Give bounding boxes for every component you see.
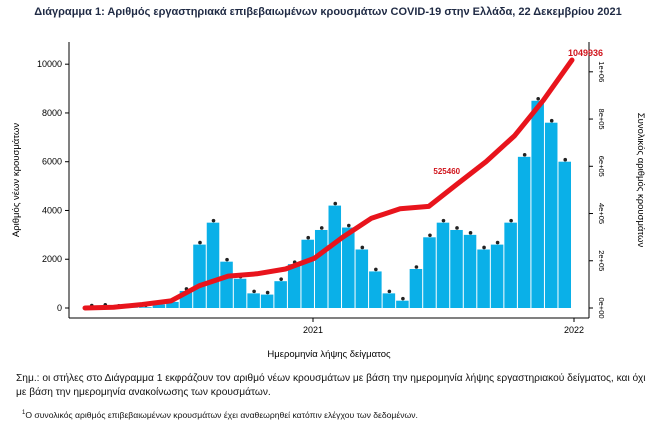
daily-cases-bars xyxy=(85,100,571,308)
footnote-text: Ο συνολικός αριθμός επιβεβαιωμένων κρουσ… xyxy=(25,410,418,420)
bar xyxy=(139,307,152,308)
bar xyxy=(287,264,301,308)
avg-dot xyxy=(401,296,405,301)
avg-dot xyxy=(279,277,283,281)
bar xyxy=(436,222,450,308)
avg-dot xyxy=(333,201,338,206)
bar xyxy=(423,237,436,308)
avg-dot xyxy=(319,226,324,230)
avg-dot xyxy=(428,233,432,238)
y-right-label: Συνολικός αριθμός κρουσμάτων xyxy=(635,113,646,248)
avg-dot xyxy=(252,289,256,294)
annotation-total: 1049936 xyxy=(568,48,603,58)
y-right-tick-label: 4e+05 xyxy=(597,203,606,224)
bar xyxy=(206,222,220,308)
avg-dot xyxy=(211,218,216,223)
bar xyxy=(409,268,423,308)
bar xyxy=(369,271,382,308)
note: Σημ.: οι στήλες στο Διάγραμμα 1 εκφράζου… xyxy=(16,373,646,398)
y-left-tick-label: 6000 xyxy=(42,157,62,167)
annotations: 1049936 525460 xyxy=(433,48,603,176)
bar xyxy=(558,161,571,308)
bar xyxy=(517,156,531,308)
avg-dot xyxy=(522,153,527,157)
left-axis-ticks: 0 2000 4000 6000 8000 10000 xyxy=(37,59,69,313)
bar xyxy=(328,205,342,308)
cumulative-path xyxy=(82,57,575,311)
x-tick-label: 2021 xyxy=(303,325,323,335)
avg-dot xyxy=(360,245,365,250)
bar xyxy=(314,229,328,308)
bar xyxy=(152,304,166,308)
avg-dot xyxy=(495,240,500,245)
avg-dot xyxy=(346,223,351,228)
bar xyxy=(477,249,490,308)
avg-dot xyxy=(482,245,486,250)
footnote: 1Ο συνολικός αριθμός επιβεβαιωμένων κρου… xyxy=(22,410,418,420)
avg-dot xyxy=(509,218,513,223)
avg-dot xyxy=(455,226,459,230)
y-left-label: Αριθμός νέων κρουσμάτων xyxy=(11,123,22,237)
chart-title: Διάγραμμα 1: Αριθμός εργαστηριακά επιβεβ… xyxy=(34,6,622,18)
avg-dot xyxy=(225,257,229,262)
avg-dot xyxy=(374,267,378,272)
y-right-tick-label: 8e+05 xyxy=(597,109,606,130)
avg-dot xyxy=(536,96,540,101)
bar xyxy=(504,222,517,308)
x-axis-label: Ημερομηνία λήψης δείγματος xyxy=(267,349,391,360)
annotation-mid: 525460 xyxy=(433,167,460,176)
y-right-tick-label: 1e+06 xyxy=(597,61,606,82)
bar xyxy=(301,239,314,308)
y-left-tick-label: 0 xyxy=(57,303,62,313)
y-left-tick-label: 8000 xyxy=(42,108,62,118)
avg-dot xyxy=(306,235,311,240)
avg-dot xyxy=(414,265,419,269)
bar xyxy=(531,100,544,308)
avg-dot xyxy=(265,290,270,295)
bar xyxy=(166,301,179,308)
y-left-tick-label: 4000 xyxy=(42,205,62,215)
bar xyxy=(342,227,355,308)
y-left-tick-label: 2000 xyxy=(42,254,62,264)
bar xyxy=(396,300,409,308)
bar xyxy=(220,261,233,308)
bar xyxy=(233,278,247,308)
bar xyxy=(247,293,260,308)
x-tick-label: 2022 xyxy=(564,325,584,335)
bar xyxy=(193,244,206,308)
right-axis-ticks: 0e+00 2e+05 4e+05 6e+05 8e+05 1e+06 xyxy=(589,61,606,319)
footnote-marker: 1 xyxy=(22,410,26,417)
bar xyxy=(274,281,287,308)
y-right-tick-label: 6e+05 xyxy=(597,156,606,177)
y-right-tick-label: 2e+05 xyxy=(597,250,606,271)
bar xyxy=(450,229,463,308)
bar xyxy=(260,294,274,308)
bar xyxy=(463,234,477,308)
bar xyxy=(490,244,504,308)
cumulative-line xyxy=(82,57,575,311)
bar xyxy=(355,249,369,308)
y-left-tick-label: 10000 xyxy=(37,59,62,69)
avg-dot xyxy=(441,218,446,223)
avg-dot xyxy=(549,118,554,123)
avg-dot xyxy=(468,231,473,235)
bar xyxy=(544,122,558,308)
avg-dot xyxy=(198,240,202,245)
moving-average-dots xyxy=(89,96,568,308)
x-axis-ticks: 2021 2022 xyxy=(303,318,584,335)
bar xyxy=(382,293,396,308)
avg-dot xyxy=(387,289,392,294)
avg-dot xyxy=(563,157,568,162)
y-right-tick-label: 0e+00 xyxy=(597,297,606,318)
